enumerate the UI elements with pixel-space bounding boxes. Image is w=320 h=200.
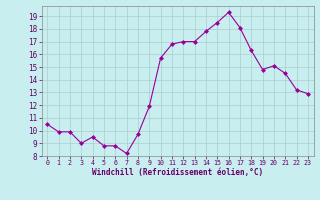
X-axis label: Windchill (Refroidissement éolien,°C): Windchill (Refroidissement éolien,°C) — [92, 168, 263, 177]
